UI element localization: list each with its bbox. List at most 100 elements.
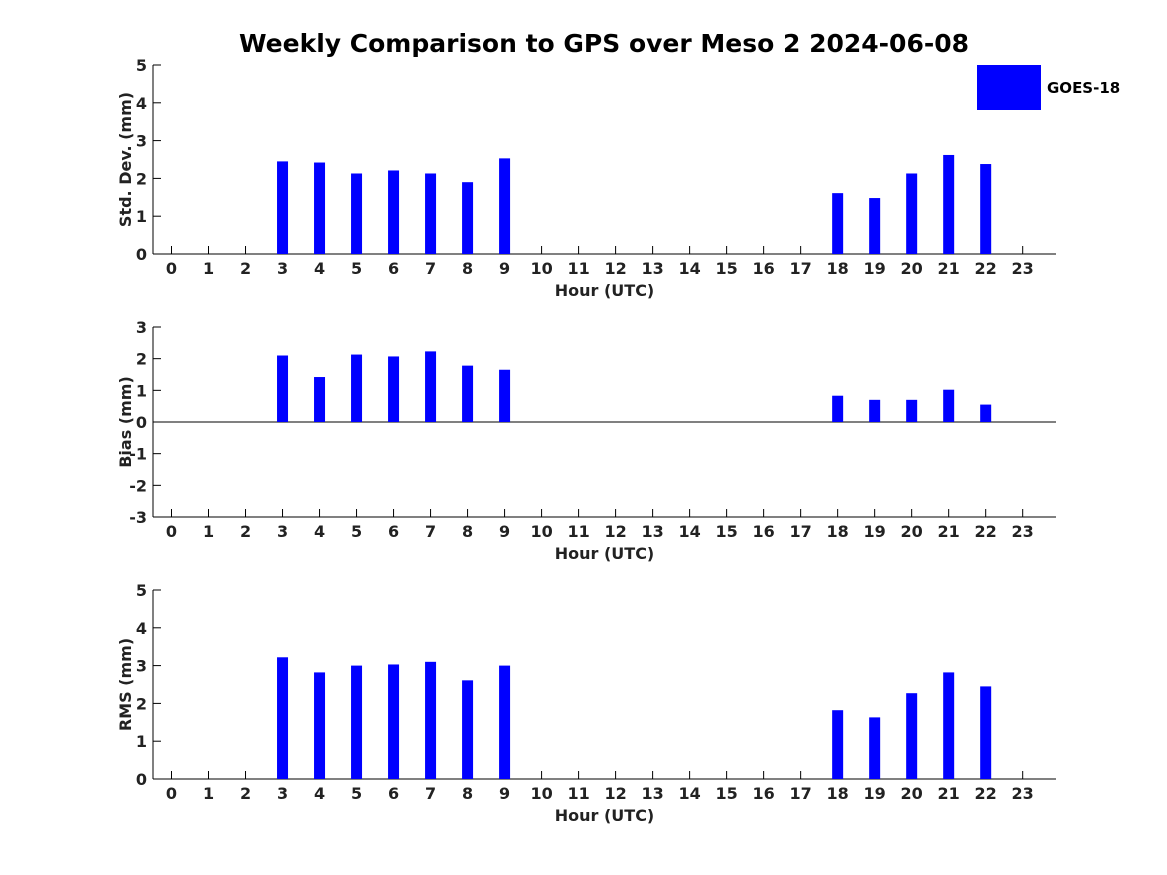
std-dev-bar-hour-18 — [832, 193, 844, 254]
bias-x-tick-label: 2 — [240, 522, 251, 541]
std-dev-bar-hour-3 — [277, 161, 289, 254]
std-dev-x-tick-label: 2 — [240, 259, 251, 278]
bias-bar-hour-3 — [277, 355, 289, 422]
rms-x-tick-label: 21 — [938, 784, 960, 803]
legend: GOES-18 — [977, 65, 1120, 110]
bias-bar-hour-18 — [832, 395, 844, 422]
rms-x-tick-label: 18 — [827, 784, 849, 803]
rms-bar-hour-3 — [277, 657, 289, 779]
std-dev-bar-hour-22 — [980, 164, 992, 254]
rms-x-tick-label: 15 — [715, 784, 737, 803]
bias-x-tick-label: 17 — [790, 522, 812, 541]
std-dev-y-label: Std. Dev. (mm) — [116, 92, 135, 227]
bias-x-tick-label: 20 — [901, 522, 923, 541]
bias-y-tick-label: -3 — [129, 508, 147, 527]
bias-x-tick-label: 23 — [1012, 522, 1034, 541]
std-dev-x-tick-label: 14 — [678, 259, 700, 278]
std-dev-x-tick-label: 20 — [901, 259, 923, 278]
std-dev-x-tick-label: 22 — [975, 259, 997, 278]
rms-bar-hour-9 — [499, 665, 511, 779]
std-dev-x-tick-label: 3 — [277, 259, 288, 278]
bias-x-tick-label: 5 — [351, 522, 362, 541]
rms-y-tick-label: 0 — [136, 770, 147, 789]
rms-bar-hour-7 — [425, 661, 437, 779]
bias-y-tick-label: 3 — [136, 318, 147, 337]
std-dev-x-tick-label: 13 — [641, 259, 663, 278]
bias-y-tick-label: 1 — [136, 381, 147, 400]
bias-y-label: Bias (mm) — [116, 376, 135, 468]
rms-x-tick-label: 16 — [753, 784, 775, 803]
bias-x-tick-label: 19 — [864, 522, 886, 541]
rms-bar-hour-5 — [351, 665, 363, 779]
legend-swatch — [977, 65, 1041, 110]
rms-x-tick-label: 7 — [425, 784, 436, 803]
bias-bar-hour-5 — [351, 354, 363, 422]
rms-x-tick-label: 17 — [790, 784, 812, 803]
std-dev-x-tick-label: 6 — [388, 259, 399, 278]
rms-bar-hour-19 — [869, 717, 881, 779]
std-dev-x-tick-label: 0 — [166, 259, 177, 278]
chart-title: Weekly Comparison to GPS over Meso 2 202… — [239, 29, 969, 58]
bias-bar-hour-21 — [943, 389, 955, 422]
bias-x-tick-label: 10 — [530, 522, 552, 541]
std-dev-x-tick-label: 21 — [938, 259, 960, 278]
rms-x-tick-label: 5 — [351, 784, 362, 803]
bias-x-tick-label: 1 — [203, 522, 214, 541]
bias-y-tick-label: 0 — [136, 413, 147, 432]
rms-x-tick-label: 23 — [1012, 784, 1034, 803]
bias-x-tick-label: 12 — [604, 522, 626, 541]
bias-y-tick-label: -1 — [129, 445, 147, 464]
rms-bar-hour-21 — [943, 672, 955, 779]
rms-x-tick-label: 2 — [240, 784, 251, 803]
std-dev-x-tick-label: 7 — [425, 259, 436, 278]
bias-bar-hour-22 — [980, 404, 992, 422]
bias-x-tick-label: 3 — [277, 522, 288, 541]
rms-y-tick-label: 3 — [136, 657, 147, 676]
std-dev-y-tick-label: 4 — [136, 94, 147, 113]
rms-y-tick-label: 1 — [136, 732, 147, 751]
bias-bar-hour-20 — [906, 399, 918, 422]
std-dev-bar-hour-7 — [425, 173, 437, 254]
bias-bar-hour-19 — [869, 399, 881, 422]
rms-x-tick-label: 8 — [462, 784, 473, 803]
bias-x-tick-label: 4 — [314, 522, 325, 541]
std-dev-y-tick-label: 5 — [136, 56, 147, 75]
bias-x-tick-label: 15 — [715, 522, 737, 541]
rms-x-tick-label: 19 — [864, 784, 886, 803]
std-dev-x-label: Hour (UTC) — [555, 281, 655, 300]
bias-y-tick-label: -2 — [129, 476, 147, 495]
bias-x-tick-label: 0 — [166, 522, 177, 541]
bias-bar-hour-7 — [425, 351, 437, 422]
std-dev-x-tick-label: 19 — [864, 259, 886, 278]
std-dev-bar-hour-8 — [462, 182, 474, 254]
std-dev-bar-hour-6 — [388, 170, 400, 254]
rms-y-tick-label: 5 — [136, 581, 147, 600]
std-dev-y-tick-label: 2 — [136, 169, 147, 188]
std-dev-y-tick-label: 3 — [136, 132, 147, 151]
rms-y-tick-label: 4 — [136, 619, 147, 638]
bias-x-tick-label: 21 — [938, 522, 960, 541]
bias-x-tick-label: 8 — [462, 522, 473, 541]
bias-bar-hour-6 — [388, 356, 400, 422]
std-dev-y-tick-label: 0 — [136, 245, 147, 264]
rms-bar-hour-20 — [906, 693, 918, 779]
bias-y-tick-label: 2 — [136, 350, 147, 369]
bias-x-tick-label: 22 — [975, 522, 997, 541]
rms-bar-hour-22 — [980, 686, 992, 779]
rms-x-tick-label: 20 — [901, 784, 923, 803]
std-dev-x-tick-label: 10 — [530, 259, 552, 278]
bias-bar-hour-8 — [462, 365, 474, 422]
rms-bar-hour-8 — [462, 680, 474, 779]
rms-x-label: Hour (UTC) — [555, 806, 655, 825]
std-dev-x-tick-label: 5 — [351, 259, 362, 278]
std-dev-x-tick-label: 16 — [753, 259, 775, 278]
bias-x-tick-label: 16 — [753, 522, 775, 541]
bias-x-tick-label: 18 — [827, 522, 849, 541]
std-dev-x-tick-label: 15 — [715, 259, 737, 278]
std-dev-bar-hour-19 — [869, 198, 881, 254]
bias-x-tick-label: 6 — [388, 522, 399, 541]
rms-x-tick-label: 22 — [975, 784, 997, 803]
